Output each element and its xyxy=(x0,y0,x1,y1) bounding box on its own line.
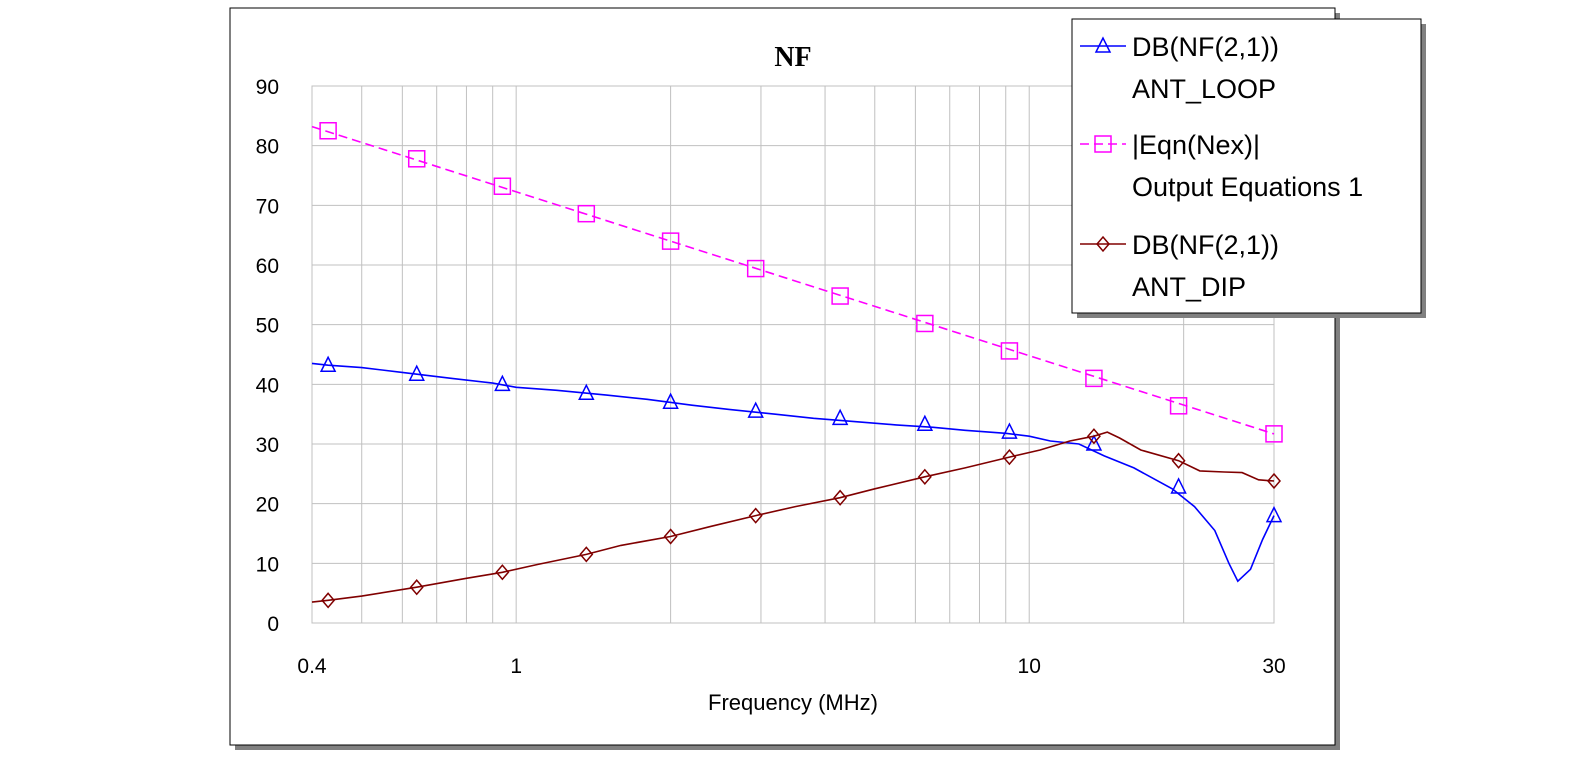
diamond-marker xyxy=(579,546,594,563)
y-tick-label: 60 xyxy=(256,255,279,278)
triangle-marker xyxy=(319,355,337,372)
series-2 xyxy=(311,122,1283,443)
y-tick-label: 40 xyxy=(256,374,279,397)
square-marker xyxy=(577,204,596,223)
square-marker xyxy=(1000,342,1019,360)
legend-entry-3: DB(NF(2,1)) ANT_DIP xyxy=(1080,230,1279,302)
triangle-marker xyxy=(1170,477,1187,494)
series-line xyxy=(311,362,1275,583)
legend: DB(NF(2,1)) ANT_LOOP |Eqn(Nex)| Output Equa… xyxy=(1071,18,1426,318)
square-marker xyxy=(746,259,765,278)
square-marker xyxy=(493,177,512,195)
square-marker xyxy=(319,122,337,140)
legend-entry-1: DB(NF(2,1)) ANT_LOOP xyxy=(1080,32,1279,104)
x-tick-label: 1 xyxy=(510,655,522,678)
triangle-marker xyxy=(1001,422,1018,439)
y-tick-label: 90 xyxy=(256,76,279,99)
y-tick-label: 30 xyxy=(256,434,279,457)
x-axis-label: Frequency (MHz) xyxy=(708,690,878,715)
square-marker xyxy=(916,314,934,333)
triangle-marker xyxy=(578,383,595,401)
triangle-marker xyxy=(1094,36,1112,53)
triangle-marker xyxy=(747,401,764,418)
square-marker xyxy=(407,150,426,168)
legend-label: DB(NF(2,1)) xyxy=(1132,230,1279,260)
diamond-marker xyxy=(321,592,336,609)
legend-sublabel: Output Equations 1 xyxy=(1132,172,1363,202)
triangle-marker xyxy=(1265,505,1283,523)
legend-sublabel: ANT_LOOP xyxy=(1132,74,1276,104)
legend-entry-2: |Eqn(Nex)| Output Equations 1 xyxy=(1080,130,1363,202)
diamond-marker xyxy=(495,564,510,581)
triangle-marker xyxy=(916,414,934,432)
y-tick-label: 70 xyxy=(256,195,279,218)
triangle-marker xyxy=(831,408,849,426)
square-marker xyxy=(1085,369,1103,388)
x-tick-label: 0.4 xyxy=(297,655,327,678)
diamond-marker xyxy=(1096,235,1110,253)
series-layer xyxy=(311,122,1283,609)
legend-box xyxy=(1071,18,1422,314)
y-tick-label: 0 xyxy=(267,613,279,636)
triangle-marker xyxy=(1085,434,1103,451)
square-marker xyxy=(1265,425,1283,443)
legend-label: DB(NF(2,1)) xyxy=(1132,32,1279,62)
triangle-marker xyxy=(408,364,425,381)
y-tick-label: 80 xyxy=(256,136,279,159)
diamond-marker xyxy=(1267,472,1281,490)
diamond-marker xyxy=(748,507,763,524)
plot-area-border xyxy=(311,85,1275,624)
diamond-marker xyxy=(833,489,848,506)
legend-label: |Eqn(Nex)| xyxy=(1132,130,1260,160)
x-tick-label: 10 xyxy=(1018,655,1041,678)
axes: 0 10 20 30 40 50 60 70 80 90 0.4 1 10 30 xyxy=(256,76,1286,678)
series-1 xyxy=(311,355,1283,583)
series-line xyxy=(311,125,1275,435)
diamond-marker xyxy=(1171,452,1186,469)
diamond-marker xyxy=(917,468,932,485)
square-marker xyxy=(661,232,680,250)
triangle-marker xyxy=(494,374,511,392)
y-tick-label: 10 xyxy=(256,553,279,576)
diamond-marker xyxy=(663,528,678,545)
legend-sublabel: ANT_DIP xyxy=(1132,272,1246,302)
legend-items: DB(NF(2,1)) ANT_LOOP |Eqn(Nex)| Output Equa… xyxy=(1080,32,1363,302)
chart-title: NF xyxy=(774,42,811,73)
diamond-marker xyxy=(409,579,424,596)
y-tick-label: 20 xyxy=(256,494,279,517)
diamond-marker xyxy=(1002,448,1017,466)
x-tick-label: 30 xyxy=(1262,655,1285,678)
series-3 xyxy=(311,428,1281,609)
triangle-marker xyxy=(662,392,679,409)
square-marker xyxy=(831,287,849,305)
square-marker xyxy=(1169,397,1188,415)
y-tick-label: 50 xyxy=(256,315,279,338)
square-marker xyxy=(1094,135,1112,153)
diamond-marker xyxy=(1086,428,1101,445)
